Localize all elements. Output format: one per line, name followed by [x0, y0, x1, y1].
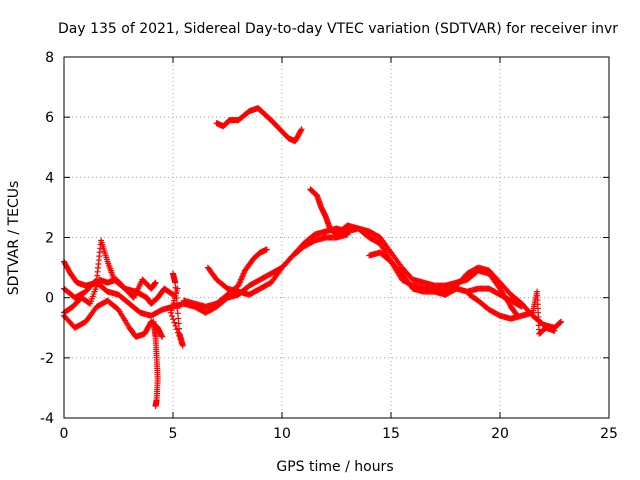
data-point	[176, 332, 183, 339]
data-point	[170, 316, 177, 323]
data-point	[152, 402, 159, 409]
data-point	[179, 342, 186, 349]
data-point	[297, 127, 304, 134]
x-tick-label: 15	[382, 426, 400, 442]
series-s11	[366, 249, 525, 310]
y-tick-label: 6	[45, 110, 54, 126]
data-point	[172, 322, 179, 329]
data-point	[171, 319, 178, 326]
series-s10	[307, 186, 521, 319]
data-point	[298, 126, 305, 133]
series-s9	[213, 105, 305, 145]
data-point	[152, 279, 159, 286]
data-point	[174, 305, 181, 312]
y-tick-label: -4	[40, 411, 54, 427]
x-axis-label: GPS time / hours	[276, 459, 393, 475]
data-point	[169, 313, 176, 320]
y-tick-label: 4	[45, 170, 54, 186]
y-tick-label: 8	[45, 50, 54, 66]
data-point	[344, 231, 351, 238]
series-s12	[466, 288, 558, 337]
y-tick-label: -2	[40, 351, 54, 367]
x-tick-label: 10	[273, 426, 291, 442]
series-s7	[180, 246, 270, 310]
series-s5	[150, 318, 161, 409]
data-point	[517, 303, 524, 310]
data-point	[558, 318, 565, 325]
y-tick-label: 2	[45, 231, 54, 247]
data-point	[169, 291, 176, 298]
data-points	[61, 105, 565, 409]
series-s4	[61, 276, 159, 316]
data-point	[175, 320, 182, 327]
y-tick-label: 0	[45, 291, 54, 307]
chart-title: Day 135 of 2021, Sidereal Day-to-day VTE…	[58, 21, 618, 37]
data-point	[551, 327, 558, 334]
series-s8	[204, 231, 351, 298]
data-point	[175, 315, 182, 322]
data-point	[177, 336, 184, 343]
data-point	[556, 319, 563, 326]
x-tick-label: 0	[60, 426, 69, 442]
data-point	[557, 319, 564, 326]
x-tick-label: 25	[600, 426, 618, 442]
data-point	[172, 279, 179, 286]
axis-ticks: 0 5 10 15 20 25 -4 -2 0 2 4 6 8	[40, 50, 618, 442]
data-point	[174, 285, 181, 292]
x-tick-label: 20	[491, 426, 509, 442]
x-tick-label: 5	[169, 426, 178, 442]
data-point	[159, 333, 166, 340]
data-point	[175, 329, 182, 336]
data-point	[178, 339, 185, 346]
data-point	[174, 310, 181, 317]
data-point	[173, 326, 180, 333]
y-axis-label: SDTVAR / TECUs	[6, 181, 22, 296]
data-point	[263, 246, 270, 253]
series-s6	[167, 270, 186, 349]
data-point	[518, 303, 525, 310]
